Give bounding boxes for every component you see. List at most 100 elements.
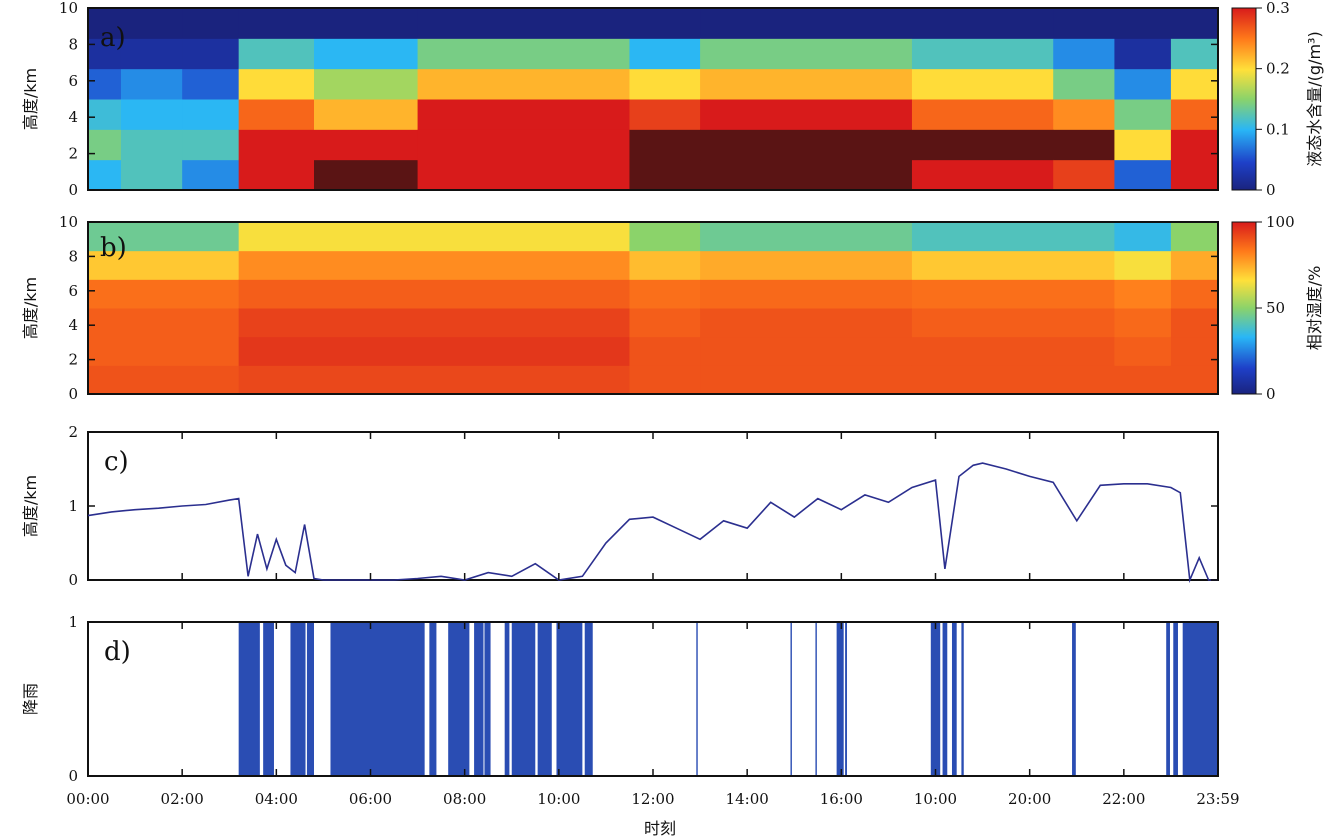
colorbar-label-a: 液态水含量/(g/m³): [1305, 31, 1324, 166]
heatmap-cell: [911, 308, 1115, 338]
panel-label-c: c): [104, 447, 129, 477]
heatmap-cell: [238, 99, 315, 130]
heatmap-cell: [1114, 336, 1172, 366]
y-tick-label: 10: [59, 213, 78, 231]
heatmap-cell: [1114, 159, 1172, 191]
panel-b-frame: [87, 221, 1219, 395]
heatmap-cell: [238, 159, 315, 191]
heatmap-cell: [911, 38, 1054, 70]
heatmap-cell: [700, 279, 913, 309]
y-axis-label-d: 降雨: [21, 683, 40, 715]
heatmap-cell: [1114, 222, 1172, 252]
rain-bar: [474, 622, 484, 776]
colorbar-a: [1231, 7, 1257, 191]
colorbar-label-b: 相对湿度/%: [1305, 266, 1324, 351]
rain-bar: [429, 622, 437, 776]
rain-bar: [942, 622, 948, 776]
heatmap-cell: [120, 99, 183, 130]
y-tick-label: 2: [68, 351, 78, 369]
colorbar-tick-label: 0.2: [1266, 60, 1290, 78]
y-tick-label: 0: [68, 571, 78, 589]
heatmap-cell: [700, 308, 913, 338]
heatmap-cell: [1170, 308, 1219, 338]
rain-bar: [484, 622, 491, 776]
x-tick-label: 23:59: [1196, 790, 1239, 808]
rain-bar: [584, 622, 593, 776]
heatmap-cell: [629, 250, 701, 280]
heatmap-cell: [314, 8, 419, 39]
heatmap-cell: [88, 279, 240, 309]
heatmap-cell: [629, 99, 701, 130]
heatmap-cell: [1114, 365, 1172, 395]
rain-bar: [263, 622, 274, 776]
colorbar-tick-label: 0.1: [1266, 120, 1290, 138]
heatmap-cell: [314, 159, 419, 191]
heatmap-cell: [1053, 159, 1115, 191]
heatmap-cell: [88, 99, 122, 130]
rain-bar: [845, 622, 847, 776]
heatmap-cell: [700, 38, 913, 70]
panel-a-frame: [87, 7, 1219, 191]
heatmap-cell: [911, 68, 1054, 100]
colorbar-b: [1231, 221, 1257, 395]
heatmap-cell: [88, 365, 240, 395]
y-axis-label-c: 高度/km: [21, 475, 40, 537]
heatmap-cell: [1114, 68, 1172, 100]
rain-bar: [290, 622, 306, 776]
heatmap-cell: [1170, 99, 1219, 130]
heatmap-a: [88, 8, 1219, 191]
x-tick-label: 04:00: [255, 790, 298, 808]
heatmap-cell: [629, 129, 701, 161]
heatmap-cell: [1170, 129, 1219, 161]
heatmap-cell: [88, 68, 122, 100]
heatmap-cell: [120, 68, 183, 100]
heatmap-cell: [182, 159, 240, 191]
x-tick-label: 12:00: [631, 790, 674, 808]
y-tick-label: 2: [68, 423, 78, 441]
heatmap-cell: [314, 99, 419, 130]
heatmap-cell: [120, 38, 183, 70]
rain-bar: [330, 622, 425, 776]
rain-bar: [696, 622, 698, 776]
heatmap-cell: [182, 8, 240, 39]
heatmap-cell: [700, 336, 913, 366]
x-tick-label: 14:00: [726, 790, 769, 808]
y-axis-label-b: 高度/km: [21, 277, 40, 339]
panel-d-bg: [88, 622, 1218, 776]
rain-bar: [537, 622, 552, 776]
heatmap-cell: [629, 222, 701, 252]
panel-d: 01 降雨 d): [21, 613, 1219, 785]
heatmap-cell: [182, 129, 240, 161]
x-tick-label: 22:00: [1102, 790, 1145, 808]
heatmap-cell: [120, 159, 183, 191]
heatmap-cell: [911, 336, 1115, 366]
heatmap-cell: [238, 222, 630, 252]
heatmap-cell: [314, 129, 419, 161]
heatmap-cell: [1053, 99, 1115, 130]
heatmap-cell: [1114, 279, 1172, 309]
heatmap-cell: [417, 159, 630, 191]
rain-bar: [815, 622, 817, 776]
heatmap-cell: [417, 129, 630, 161]
heatmap-cell: [700, 129, 913, 161]
colorbar-tick-label: 0: [1266, 385, 1276, 403]
heatmap-cell: [1053, 38, 1115, 70]
heatmap-cell: [314, 38, 419, 70]
x-tick-label: 08:00: [443, 790, 486, 808]
heatmap-cell: [700, 159, 913, 191]
heatmap-cell: [1170, 279, 1219, 309]
rain-bar: [238, 622, 260, 776]
heatmap-cell: [417, 8, 630, 39]
heatmap-cell: [700, 222, 913, 252]
heatmap-cell: [1053, 129, 1115, 161]
x-tick-label: 00:00: [66, 790, 109, 808]
heatmap-cell: [700, 8, 913, 39]
heatmap-cell: [1170, 8, 1219, 39]
panel-a: 0 2 4 6 8 10 高度/km a) 0 0.1 0.2 0.3 液态水含量/(g/m³): [21, 0, 1324, 199]
x-tick-label: 10:00: [537, 790, 580, 808]
rain-bar: [1182, 622, 1218, 776]
heatmap-cell: [629, 365, 701, 395]
colorbar-tick-label: 50: [1266, 299, 1285, 317]
heatmap-cell: [417, 99, 630, 130]
